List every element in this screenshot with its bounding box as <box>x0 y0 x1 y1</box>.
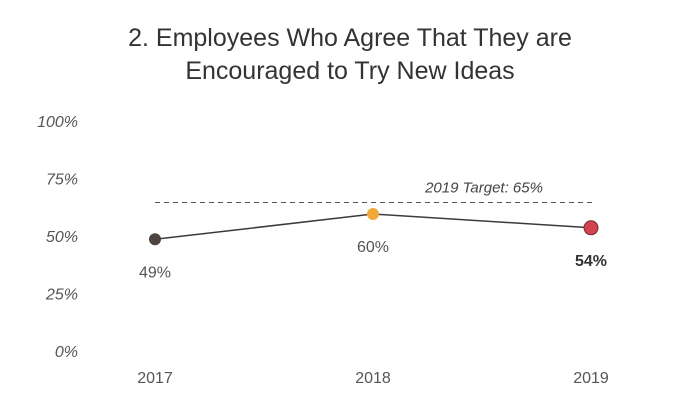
data-point-2018 <box>367 208 379 220</box>
chart-title-line-2: Encouraged to Try New Ideas <box>185 57 515 85</box>
data-label-2018: 60% <box>357 239 389 256</box>
data-point-2019 <box>583 220 599 236</box>
x-tick-label: 2017 <box>137 370 173 387</box>
y-tick-label: 50% <box>46 229 78 246</box>
data-point-2017 <box>149 233 161 246</box>
x-tick-label: 2018 <box>355 370 391 387</box>
data-label-2019: 54% <box>575 253 607 270</box>
y-tick-label: 0% <box>55 344 78 361</box>
x-axis: 2017 2018 2019 <box>137 370 609 387</box>
y-tick-label: 100% <box>37 114 78 131</box>
y-tick-label: 25% <box>45 287 78 304</box>
y-tick-label: 75% <box>46 172 78 189</box>
chart-title-line-1: 2. Employees Who Agree That They are <box>128 24 572 52</box>
data-label-2017: 49% <box>139 264 171 281</box>
y-axis: 0% 25% 50% 75% 100% <box>37 114 78 361</box>
data-labels: 49% 60% 54% <box>139 239 607 281</box>
target-label: 2019 Target: 65% <box>424 180 543 197</box>
data-points <box>149 208 599 246</box>
chart-title: 2. Employees Who Agree That They are Enc… <box>0 22 700 88</box>
x-tick-label: 2019 <box>573 370 609 387</box>
